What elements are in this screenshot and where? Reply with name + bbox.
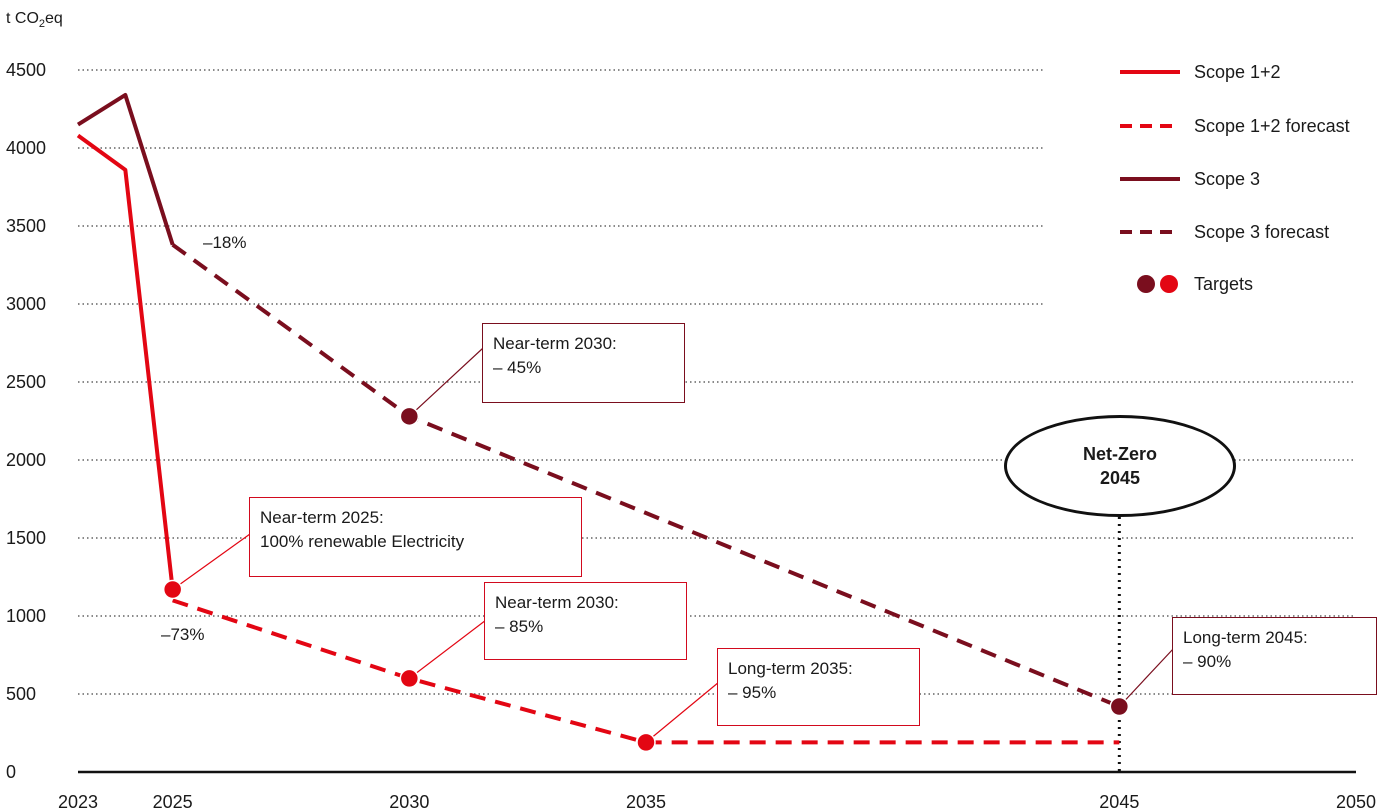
legend-swatch-dashed-dark: [1120, 230, 1180, 234]
y-axis-ticks: 0 500 1000 1500 2000 2500 3000 3500 4000 4500: [6, 60, 46, 782]
annotation-leader-line: [408, 335, 497, 417]
target-marker: [399, 406, 420, 427]
target-marker: [1109, 696, 1130, 717]
annotation-line: Near-term 2025:: [260, 508, 384, 527]
annotation-line: Long-term 2035:: [728, 659, 853, 678]
y-tick-label: 1500: [6, 528, 46, 548]
y-tick-label: 0: [6, 762, 16, 782]
annotation-line: 100% renewable Electricity: [260, 532, 465, 551]
annotation-near-term-2025-scope12: Near-term 2025: 100% renewable Electrici…: [249, 497, 582, 577]
target-marker: [399, 668, 420, 689]
target-marker: [162, 579, 183, 600]
unit-label-main: t CO: [6, 10, 39, 27]
net-zero-line: Net-Zero: [1082, 444, 1157, 464]
target-markers: [162, 406, 1130, 753]
legend-label: Scope 1+2 forecast: [1194, 115, 1350, 136]
unit-label-tail: eq: [45, 10, 63, 27]
x-tick-label: 2030: [389, 792, 429, 810]
y-tick-label: 2500: [6, 372, 46, 392]
scope3-2025-reduction-label: –18%: [203, 233, 247, 252]
target-marker: [636, 732, 656, 753]
annotation-line: – 45%: [493, 358, 542, 377]
y-tick-label: 4500: [6, 60, 46, 80]
annotation-leaders: [172, 335, 1175, 743]
scope12-2025-reduction-label: –73%: [161, 625, 205, 644]
legend-swatch-solid-red: [1120, 70, 1180, 74]
x-tick-label: 2045: [1099, 792, 1139, 810]
legend-label: Scope 3: [1194, 168, 1261, 189]
x-axis-ticks: 2023 2025 2030 2035 2045 2050: [58, 792, 1376, 810]
legend-label: Targets: [1194, 273, 1254, 294]
net-zero-year: 2045: [1099, 468, 1141, 488]
annotation-line: – 95%: [728, 683, 777, 702]
annotation-leader-line: [1118, 647, 1175, 707]
annotation-leader-line: [645, 681, 720, 743]
y-tick-label: 1000: [6, 606, 46, 626]
net-zero-callout: Net-Zero 2045: [1004, 415, 1236, 517]
legend-swatch-target-dots: [1137, 275, 1178, 293]
annotation-line: – 85%: [495, 617, 544, 636]
annotation-near-term-2030-scope3: Near-term 2030: – 45%: [482, 323, 685, 403]
x-tick-label: 2025: [153, 792, 193, 810]
legend-item-scope12-forecast: Scope 1+2 forecast: [1120, 111, 1350, 141]
legend-item-scope3-forecast: Scope 3 forecast: [1120, 217, 1329, 247]
x-tick-label: 2035: [626, 792, 666, 810]
annotation-near-term-2030-scope12: Near-term 2030: – 85%: [484, 582, 687, 660]
annotation-line: Long-term 2045:: [1183, 628, 1308, 647]
y-tick-label: 500: [6, 684, 36, 704]
y-tick-label: 3000: [6, 294, 46, 314]
annotation-leader-line: [408, 616, 491, 679]
legend-label: Scope 3 forecast: [1194, 221, 1330, 242]
annotation-leader-line: [172, 533, 251, 590]
annotation-long-term-2035-scope12: Long-term 2035: – 95%: [717, 648, 920, 726]
y-tick-label: 2000: [6, 450, 46, 470]
legend-swatch-dashed-red: [1120, 124, 1180, 128]
legend-item-scope12: Scope 1+2: [1120, 57, 1281, 87]
legend-label: Scope 1+2: [1194, 61, 1281, 82]
series-line-scope-3: [76, 92, 175, 246]
legend-swatch-solid-dark: [1120, 177, 1180, 181]
x-tick-label: 2050: [1336, 792, 1376, 810]
annotation-line: Near-term 2030:: [493, 334, 617, 353]
legend-item-targets: Targets: [1120, 269, 1253, 299]
annotation-long-term-2045-scope3: Long-term 2045: – 90%: [1172, 617, 1377, 695]
y-tick-label: 3500: [6, 216, 46, 236]
x-tick-label: 2023: [58, 792, 98, 810]
annotation-line: – 90%: [1183, 652, 1232, 671]
series-line-scope-1-2: [76, 133, 175, 590]
y-axis-unit-label: t CO2eq: [6, 10, 63, 30]
y-tick-label: 4000: [6, 138, 46, 158]
legend-item-scope3: Scope 3: [1120, 164, 1260, 194]
series-line-scope-1-2-forecast: [172, 598, 1120, 745]
grid-lines: [78, 69, 1356, 774]
annotation-line: Near-term 2030:: [495, 593, 619, 612]
unit-label-sub: 2: [38, 18, 46, 31]
